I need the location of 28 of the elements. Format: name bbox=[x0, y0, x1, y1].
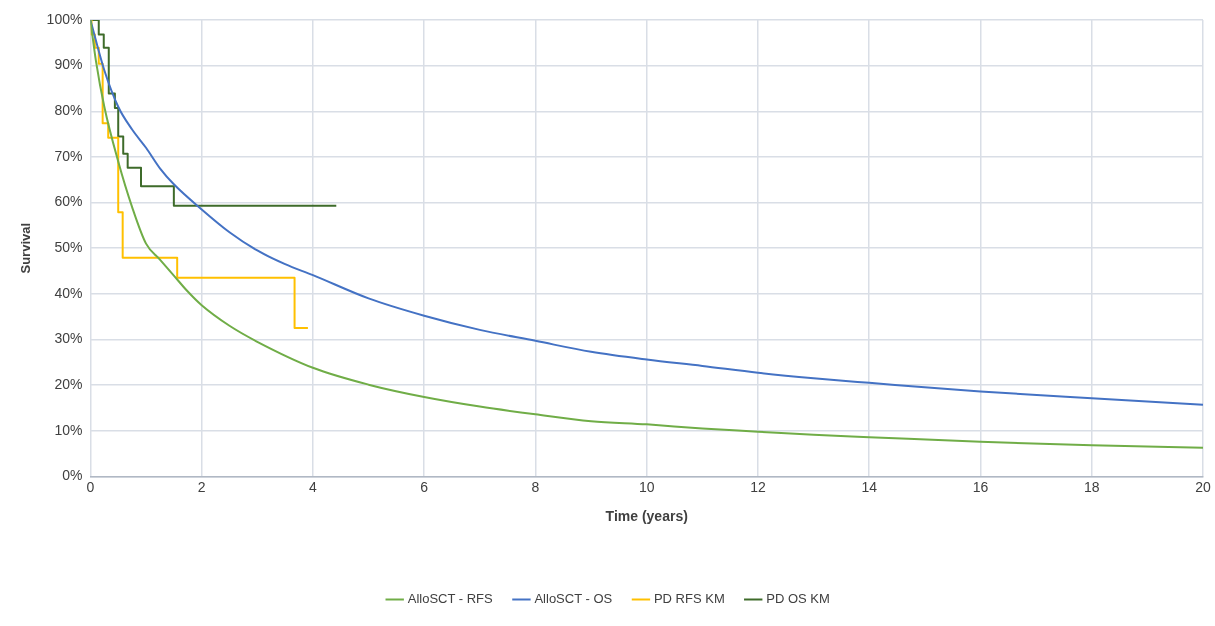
x-tick-label: 4 bbox=[309, 478, 318, 495]
x-tick-label: 12 bbox=[750, 478, 766, 495]
x-tick-label: 0 bbox=[86, 478, 95, 495]
x-tick-label: 8 bbox=[531, 478, 540, 495]
x-tick-label: 16 bbox=[972, 478, 989, 495]
y-tick-label: 20% bbox=[54, 375, 83, 392]
y-tick-label: 30% bbox=[54, 330, 83, 347]
legend-label: AlloSCT - OS bbox=[534, 591, 613, 607]
x-tick-label: 14 bbox=[861, 478, 878, 495]
y-axis-title: Survival bbox=[18, 222, 34, 274]
x-tick-label: 10 bbox=[638, 478, 655, 495]
x-tick-label: 20 bbox=[1195, 478, 1211, 495]
y-tick-label: 40% bbox=[54, 284, 83, 301]
x-axis-title: Time (years) bbox=[605, 508, 688, 525]
y-tick-label: 10% bbox=[54, 421, 83, 438]
x-tick-label: 2 bbox=[197, 478, 206, 495]
x-tick-label: 6 bbox=[420, 478, 429, 495]
y-tick-label: 50% bbox=[54, 239, 83, 256]
y-tick-label: 100% bbox=[46, 10, 83, 27]
y-tick-label: 0% bbox=[62, 467, 83, 484]
y-tick-label: 80% bbox=[54, 102, 83, 119]
legend-label: PD RFS KM bbox=[653, 591, 725, 607]
y-tick-label: 90% bbox=[54, 56, 83, 73]
y-tick-label: 60% bbox=[54, 193, 83, 210]
legend-label: AlloSCT - RFS bbox=[407, 591, 494, 607]
x-tick-label: 18 bbox=[1083, 478, 1100, 495]
y-tick-label: 70% bbox=[54, 147, 83, 164]
legend-label: PD OS KM bbox=[766, 591, 830, 607]
